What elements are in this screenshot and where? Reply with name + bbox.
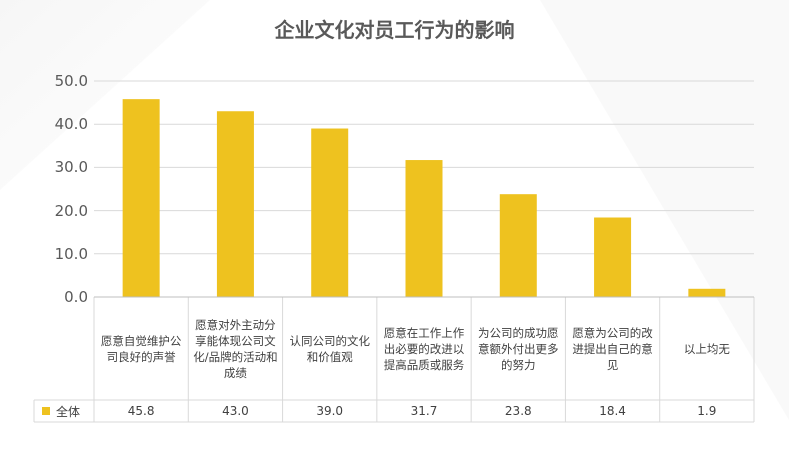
- bar: [216, 111, 254, 298]
- category-label: 以上均无: [683, 341, 730, 356]
- category-label: 为公司的成功愿意额外付出更多的努力: [478, 325, 559, 372]
- data-value-label: 45.8: [127, 404, 155, 418]
- data-value-label: 1.9: [697, 404, 717, 418]
- data-value-label: 23.8: [504, 404, 532, 418]
- data-value-label: 43.0: [222, 404, 249, 418]
- bar: [499, 194, 537, 297]
- y-tick-label: 50.0: [54, 72, 88, 90]
- series-name: 全体: [56, 404, 81, 419]
- category-label: 认同公司的文化和价值观: [289, 333, 370, 364]
- chart-title: 企业文化对员工行为的影响: [274, 18, 515, 42]
- y-tick-label: 30.0: [54, 158, 88, 177]
- category-label: 愿意在工作上作出必要的改进以提高品质或服务: [383, 325, 465, 372]
- bar: [122, 99, 160, 297]
- legend-cell: 全体: [34, 400, 94, 422]
- bar: [688, 288, 726, 297]
- y-tick-label: 0.0: [64, 288, 88, 306]
- legend-swatch-icon: [42, 407, 50, 415]
- y-tick-label: 20.0: [54, 201, 88, 220]
- y-tick-label: 10.0: [54, 244, 88, 263]
- category-label: 愿意对外主动分享能体现公司文化/品牌的活动和成绩: [193, 317, 278, 380]
- bar: [594, 217, 632, 297]
- data-value-label: 39.0: [316, 404, 344, 418]
- bar: [405, 160, 443, 297]
- data-value-label: 18.4: [599, 404, 626, 418]
- bar: [311, 128, 349, 297]
- data-value-label: 31.7: [410, 404, 438, 418]
- category-label: 愿意自觉维护公司良好的声誉: [100, 333, 182, 364]
- category-label: 愿意为公司的改进提出自己的意见: [572, 325, 653, 372]
- y-tick-label: 40.0: [54, 115, 88, 134]
